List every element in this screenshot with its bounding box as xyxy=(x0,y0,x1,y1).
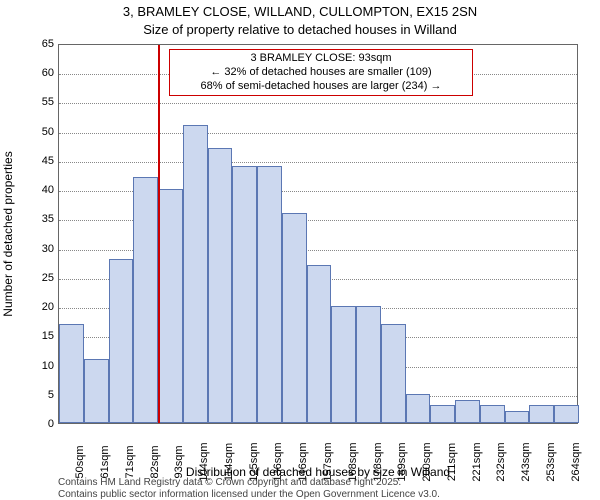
histogram-bar xyxy=(331,306,356,423)
histogram-bar xyxy=(430,405,455,423)
y-tick-label: 65 xyxy=(42,38,54,50)
y-tick-label: 45 xyxy=(42,155,54,167)
y-tick-label: 35 xyxy=(42,213,54,225)
x-axis-labels: 50sqm61sqm71sqm82sqm93sqm104sqm114sqm125… xyxy=(58,424,578,464)
histogram-bar xyxy=(307,265,332,423)
marker-label-left: ← 32% of detached houses are smaller (10… xyxy=(176,66,466,80)
y-tick-label: 55 xyxy=(42,96,54,108)
y-tick-label: 10 xyxy=(42,360,54,372)
marker-annotation: 3 BRAMLEY CLOSE: 93sqm← 32% of detached … xyxy=(169,49,473,96)
histogram-bar xyxy=(406,394,431,423)
histogram-bar xyxy=(183,125,208,423)
gridline xyxy=(59,133,577,134)
histogram-bar xyxy=(257,166,282,423)
plot-area: 3 BRAMLEY CLOSE: 93sqm← 32% of detached … xyxy=(58,44,578,424)
histogram-bar xyxy=(505,411,530,423)
histogram-bar xyxy=(109,259,134,423)
y-tick-label: 25 xyxy=(42,272,54,284)
histogram-bar xyxy=(84,359,109,423)
y-axis-title: Number of detached properties xyxy=(1,151,15,316)
histogram-bar xyxy=(455,400,480,423)
histogram-bar xyxy=(59,324,84,423)
chart-container: 3, BRAMLEY CLOSE, WILLAND, CULLOMPTON, E… xyxy=(0,0,600,500)
y-tick-label: 20 xyxy=(42,301,54,313)
attribution-line2: Contains public sector information licen… xyxy=(58,489,440,500)
y-tick-label: 30 xyxy=(42,243,54,255)
y-tick-label: 40 xyxy=(42,184,54,196)
attribution-line1: Contains HM Land Registry data © Crown c… xyxy=(58,477,401,488)
histogram-bar xyxy=(381,324,406,423)
histogram-bar xyxy=(480,405,505,423)
histogram-bar xyxy=(529,405,554,423)
histogram-bar xyxy=(158,189,183,423)
histogram-bar xyxy=(554,405,579,423)
y-tick-label: 5 xyxy=(48,389,54,401)
histogram-bar xyxy=(356,306,381,423)
y-tick-label: 60 xyxy=(42,67,54,79)
histogram-bar xyxy=(133,177,158,423)
marker-line xyxy=(158,45,160,423)
chart-title-line2: Size of property relative to detached ho… xyxy=(0,22,600,37)
y-tick-label: 50 xyxy=(42,126,54,138)
marker-label-right: 68% of semi-detached houses are larger (… xyxy=(176,80,466,94)
y-tick-label: 0 xyxy=(48,418,54,430)
gridline xyxy=(59,103,577,104)
attribution-text: Contains HM Land Registry data © Crown c… xyxy=(58,477,440,500)
marker-label-main: 3 BRAMLEY CLOSE: 93sqm xyxy=(176,52,466,66)
y-tick-label: 15 xyxy=(42,330,54,342)
gridline xyxy=(59,162,577,163)
histogram-bar xyxy=(232,166,257,423)
histogram-bar xyxy=(208,148,233,423)
histogram-bar xyxy=(282,213,307,423)
chart-title-line1: 3, BRAMLEY CLOSE, WILLAND, CULLOMPTON, E… xyxy=(0,4,600,19)
